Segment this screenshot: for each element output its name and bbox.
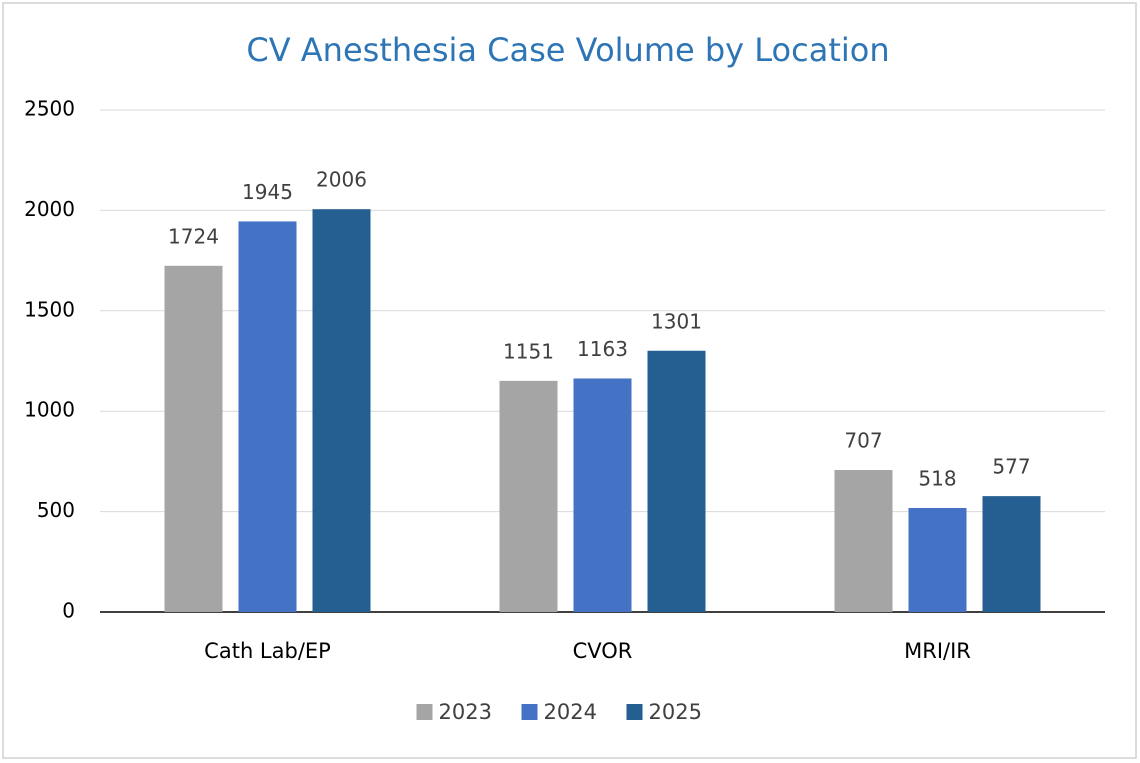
legend-swatch	[521, 704, 538, 720]
data-label: 2006	[316, 168, 367, 192]
chart-title: CV Anesthesia Case Volume by Location	[246, 31, 889, 69]
y-tick-label: 2000	[24, 197, 75, 221]
legend-swatch	[416, 704, 433, 720]
legend-label: 2024	[544, 700, 597, 724]
legend-label: 2023	[439, 700, 492, 724]
bar	[164, 265, 223, 612]
data-label: 1163	[577, 337, 628, 361]
y-tick-label: 0	[62, 599, 75, 623]
bar	[834, 470, 893, 612]
bar	[647, 350, 706, 612]
legend-swatch	[626, 704, 643, 720]
data-label: 1945	[242, 180, 293, 204]
data-label: 1301	[651, 309, 702, 333]
x-tick-label: CVOR	[573, 639, 633, 663]
bar	[312, 209, 371, 613]
bar	[982, 496, 1041, 612]
data-label: 577	[992, 455, 1030, 479]
legend-label: 2025	[649, 700, 702, 724]
data-label: 707	[844, 429, 882, 453]
y-tick-label: 1000	[24, 398, 75, 422]
data-label: 518	[918, 466, 956, 490]
bar	[238, 221, 297, 612]
bar	[573, 378, 632, 612]
bar	[499, 380, 558, 612]
data-label: 1151	[503, 339, 554, 363]
y-tick-label: 500	[37, 498, 75, 522]
y-tick-label: 1500	[24, 297, 75, 321]
y-tick-label: 2500	[24, 97, 75, 121]
bar	[908, 507, 967, 612]
x-tick-label: MRI/IR	[904, 639, 971, 663]
x-tick-label: Cath Lab/EP	[204, 639, 331, 663]
data-label: 1724	[168, 224, 219, 248]
